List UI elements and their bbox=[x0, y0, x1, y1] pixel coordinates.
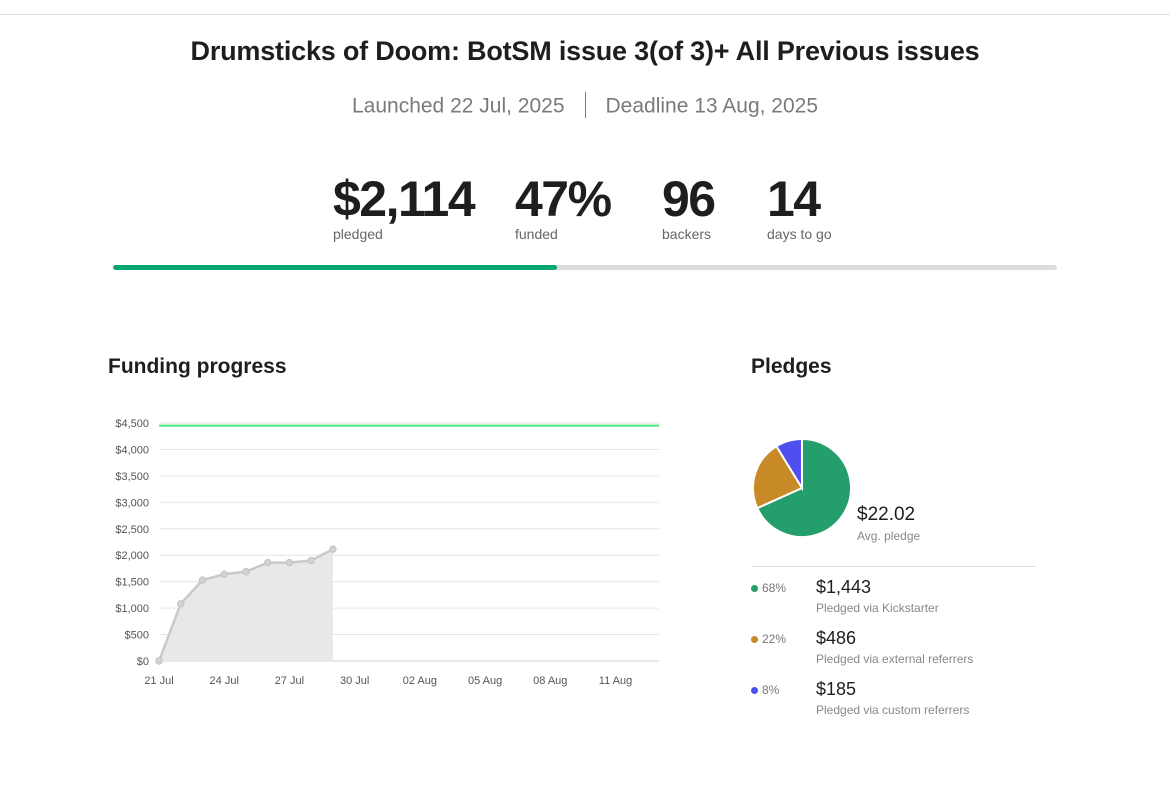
funding-data-point bbox=[220, 570, 228, 578]
pie-slice bbox=[775, 437, 803, 492]
breakdown-row-kickstarter: 68% $1,443 Pledged via Kickstarter bbox=[751, 577, 1051, 628]
breakdown-amount: $486 bbox=[816, 628, 857, 648]
funding-data-point bbox=[177, 600, 185, 608]
y-tick-label: $1,500 bbox=[115, 577, 149, 589]
stat-days-to-go: 14 days to go bbox=[767, 170, 832, 242]
x-tick-label: 11 Aug bbox=[599, 675, 632, 687]
launch-date: Launched 22 Jul, 2025 bbox=[351, 94, 565, 118]
breakdown-pct: 8% bbox=[762, 683, 780, 697]
y-tick-label: $0 bbox=[137, 656, 149, 668]
pledges-title: Pledges bbox=[751, 355, 832, 378]
funding-data-point bbox=[307, 556, 315, 565]
avg-pledge-value: $22.02 bbox=[857, 504, 916, 525]
y-tick-label: $4,500 bbox=[115, 418, 149, 430]
breakdown-row-custom: 8% $185 Pledged via custom referrers bbox=[751, 679, 1051, 730]
pie-slice bbox=[756, 437, 852, 538]
project-dates: Launched 22 Jul, 2025 Deadline 13 Aug, 20… bbox=[0, 92, 1170, 120]
funding-data-point bbox=[155, 657, 163, 665]
funding-progress-fill bbox=[113, 265, 557, 270]
x-tick-label: 05 Aug bbox=[468, 675, 502, 687]
pledges-divider bbox=[751, 566, 1036, 567]
stat-pledged-label: pledged bbox=[333, 226, 383, 242]
funding-progress-chart: $0 $500 $1,000 $1,500 $2,000 $2,500 $3,000 $3,5… bbox=[115, 418, 659, 687]
y-tick-label: $4,000 bbox=[115, 444, 149, 456]
y-tick-label: $3,500 bbox=[115, 471, 149, 483]
funding-progress-title: Funding progress bbox=[108, 355, 287, 378]
pledges-pie-chart bbox=[752, 437, 852, 538]
y-tick-label: $1,000 bbox=[115, 603, 149, 615]
breakdown-label: Pledged via external referrers bbox=[816, 652, 974, 666]
funding-data-point bbox=[198, 576, 207, 584]
stat-pledged: $2,114 pledged bbox=[333, 170, 476, 242]
avg-pledge-label: Avg. pledge bbox=[857, 529, 921, 543]
x-tick-label: 24 Jul bbox=[210, 675, 239, 687]
stat-funded: 47% funded bbox=[515, 170, 612, 242]
pledge-breakdown-list: 68% $1,443 Pledged via Kickstarter 22% $… bbox=[751, 577, 1051, 730]
breakdown-label: Pledged via Kickstarter bbox=[816, 601, 939, 615]
breakdown-row-external: 22% $486 Pledged via external referrers bbox=[751, 628, 1051, 679]
x-tick-label: 27 Jul bbox=[275, 675, 304, 687]
funding-data-point bbox=[329, 545, 337, 553]
funding-data-point bbox=[285, 558, 294, 567]
y-tick-label: $2,000 bbox=[115, 550, 149, 562]
y-tick-label: $2,500 bbox=[115, 524, 149, 536]
stat-pledged-value: $2,114 bbox=[333, 171, 476, 227]
date-separator bbox=[584, 92, 586, 118]
funding-progress-bar bbox=[113, 265, 1057, 270]
y-tick-label: $3,000 bbox=[115, 497, 149, 509]
kickstarter-dot-icon bbox=[751, 585, 758, 592]
funding-data-point bbox=[242, 567, 250, 576]
custom-dot-icon bbox=[751, 687, 758, 694]
deadline-date: Deadline 13 Aug, 2025 bbox=[605, 94, 819, 118]
y-tick-label: $500 bbox=[125, 630, 149, 642]
pie-slice bbox=[752, 444, 804, 510]
stat-days-label: days to go bbox=[767, 226, 832, 242]
stat-funded-value: 47% bbox=[515, 171, 612, 227]
stat-backers-label: backers bbox=[662, 226, 712, 242]
breakdown-pct: 22% bbox=[762, 632, 787, 646]
x-tick-label: 21 Jul bbox=[144, 675, 173, 687]
top-divider bbox=[0, 14, 1170, 15]
funding-data-point bbox=[263, 558, 272, 567]
breakdown-amount: $185 bbox=[816, 679, 857, 699]
breakdown-pct: 68% bbox=[762, 581, 787, 595]
stat-backers: 96 backers bbox=[662, 170, 716, 242]
stat-days-value: 14 bbox=[767, 171, 821, 227]
x-tick-label: 30 Jul bbox=[340, 675, 369, 687]
x-tick-label: 02 Aug bbox=[403, 675, 437, 687]
stat-backers-value: 96 bbox=[662, 171, 716, 227]
x-tick-label: 08 Aug bbox=[533, 675, 567, 687]
breakdown-amount: $1,443 bbox=[816, 577, 872, 597]
funding-area bbox=[159, 549, 333, 661]
external-dot-icon bbox=[751, 636, 758, 643]
project-title: Drumsticks of Doom: BotSM issue 3(of 3)+… bbox=[190, 36, 980, 66]
breakdown-label: Pledged via custom referrers bbox=[816, 703, 970, 717]
stat-funded-label: funded bbox=[515, 226, 558, 242]
